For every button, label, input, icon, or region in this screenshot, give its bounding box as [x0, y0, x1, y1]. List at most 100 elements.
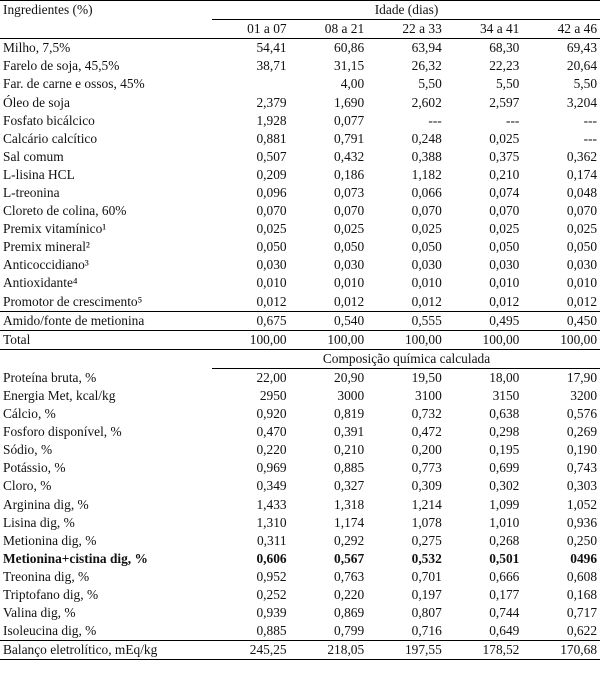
composition-row: Metionina dig, % 0,311 0,292 0,275 0,268 0,25… [0, 532, 600, 550]
value-cell: 1,310 [256, 514, 287, 530]
balance-row: Balanço eletrolítico, mEq/kg 245,25 218,05… [0, 640, 600, 661]
value-cell: 63,94 [411, 40, 442, 56]
value-cell: 0,309 [411, 478, 442, 494]
value-cell: 17,90 [566, 369, 598, 385]
value-cell: 0,732 [411, 406, 442, 422]
row-label: Fosfato bicálcico [3, 112, 95, 128]
value-cell: 0,807 [411, 605, 442, 621]
value-cell: 0,268 [489, 532, 520, 548]
value-cell: 0,349 [256, 478, 287, 494]
value-cell: 0,048 [566, 184, 598, 200]
value-cell: 0,327 [334, 478, 365, 494]
value-cell: 0,292 [334, 532, 365, 548]
value-cell: 1,078 [411, 514, 442, 530]
row-label: Anticoccidiano³ [3, 257, 89, 273]
value-cell: 0,763 [334, 568, 365, 584]
value-cell: 0,010 [256, 275, 287, 291]
value-cell: 0,010 [489, 275, 520, 291]
value-cell: 0,699 [489, 460, 520, 476]
value-cell: 0,495 [444, 310, 523, 331]
value-cell: 0,190 [566, 442, 598, 458]
value-cell: 2,597 [489, 94, 520, 110]
row-label: Energia Met, kcal/kg [3, 388, 116, 404]
ingredient-row: L-treonina 0,096 0,073 0,066 0,074 0,048 [0, 184, 600, 202]
value-cell: 0,066 [411, 184, 442, 200]
value-cell: 0,177 [489, 587, 520, 603]
value-cell: 0,070 [489, 203, 520, 219]
row-label: Cloro, % [3, 478, 52, 494]
row-label: Óleo de soja [3, 94, 70, 110]
value-cell: 1,010 [489, 514, 520, 530]
ingredient-row: Premix mineral² 0,050 0,050 0,050 0,050 0,050 [0, 238, 600, 256]
value-cell: 0496 [570, 550, 598, 566]
value-cell: 22,23 [489, 58, 520, 74]
value-cell: --- [505, 112, 520, 128]
value-cell: 3,204 [566, 94, 598, 110]
value-cell: 0,248 [411, 130, 442, 146]
row-label: Metionina dig, % [3, 532, 97, 548]
row-label: Milho, 7,5% [3, 40, 71, 56]
value-cell: 0,030 [489, 257, 520, 273]
value-cell: 0,077 [334, 112, 365, 128]
composition-row-bold: Metionina+cistina dig, % 0,606 0,567 0,532 0… [0, 550, 600, 568]
value-cell: 0,050 [256, 239, 287, 255]
value-cell: 0,025 [489, 130, 520, 146]
value-cell: 0,391 [334, 424, 365, 440]
row-label: Amido/fonte de metionina [0, 310, 212, 331]
value-cell: 0,388 [411, 148, 442, 164]
value-cell: 0,567 [334, 550, 365, 566]
value-cell: 0,472 [411, 424, 442, 440]
value-cell: 1,174 [334, 514, 365, 530]
value-cell: 0,869 [334, 605, 365, 621]
value-cell: 100,00 [289, 329, 368, 350]
value-cell: 245,25 [212, 640, 290, 661]
value-cell: 0,209 [256, 166, 287, 182]
value-cell: 0,252 [256, 587, 287, 603]
value-cell: 0,819 [334, 406, 365, 422]
value-cell: 0,174 [566, 166, 598, 182]
period-header: 22 a 33 [367, 19, 445, 40]
ingredient-row: Sal comum 0,507 0,432 0,388 0,375 0,362 [0, 148, 600, 166]
value-cell: 0,012 [489, 293, 520, 309]
value-cell: 68,30 [489, 40, 520, 56]
row-label: Farelo de soja, 45,5% [3, 58, 120, 74]
value-cell: --- [583, 130, 598, 146]
value-cell: 1,099 [489, 496, 520, 512]
ingredient-row: Amido/fonte de metionina 0,675 0,540 0,555 0… [0, 310, 600, 331]
value-cell: 0,606 [256, 550, 287, 566]
ingredient-row: Milho, 7,5% 54,41 60,86 63,94 68,30 69,43 [0, 39, 600, 58]
ingredient-row: Calcário calcítico 0,881 0,791 0,248 0,025 --… [0, 130, 600, 148]
value-cell: 0,936 [566, 514, 598, 530]
ingredient-row: Far. de carne e ossos, 45% 4,00 5,50 5,50 5,… [0, 75, 600, 93]
value-cell: 0,298 [489, 424, 520, 440]
value-cell: 1,182 [411, 166, 442, 182]
ingredient-row: Anticoccidiano³ 0,030 0,030 0,030 0,030 0,030 [0, 256, 600, 274]
value-cell: 100,00 [444, 329, 523, 350]
value-cell: 0,030 [334, 257, 365, 273]
value-cell: 0,717 [566, 605, 598, 621]
value-cell: 0,030 [411, 257, 442, 273]
value-cell: 0,275 [411, 532, 442, 548]
value-cell: 31,15 [334, 58, 365, 74]
row-label: Cloreto de colina, 60% [3, 203, 127, 219]
value-cell: --- [583, 112, 598, 128]
value-cell: 1,690 [334, 94, 365, 110]
value-cell: 0,881 [256, 130, 287, 146]
value-cell: 0,074 [489, 184, 520, 200]
value-cell: 0,920 [256, 406, 287, 422]
value-cell: 1,318 [334, 496, 365, 512]
value-cell: 0,210 [489, 166, 520, 182]
value-cell: 19,50 [411, 369, 442, 385]
row-label: Far. de carne e ossos, 45% [3, 76, 145, 92]
value-cell: 0,939 [256, 605, 287, 621]
value-cell: 0,070 [334, 203, 365, 219]
ingredient-row: Promotor de crescimento⁵ 0,012 0,012 0,012 0… [0, 293, 600, 312]
row-label: Sódio, % [3, 442, 53, 458]
value-cell: 1,433 [256, 496, 287, 512]
value-cell: 0,501 [489, 550, 520, 566]
row-label: Premix vitamínico¹ [3, 221, 107, 237]
value-cell: 5,50 [573, 76, 598, 92]
value-cell: 0,743 [566, 460, 598, 476]
value-cell: 0,030 [566, 257, 598, 273]
